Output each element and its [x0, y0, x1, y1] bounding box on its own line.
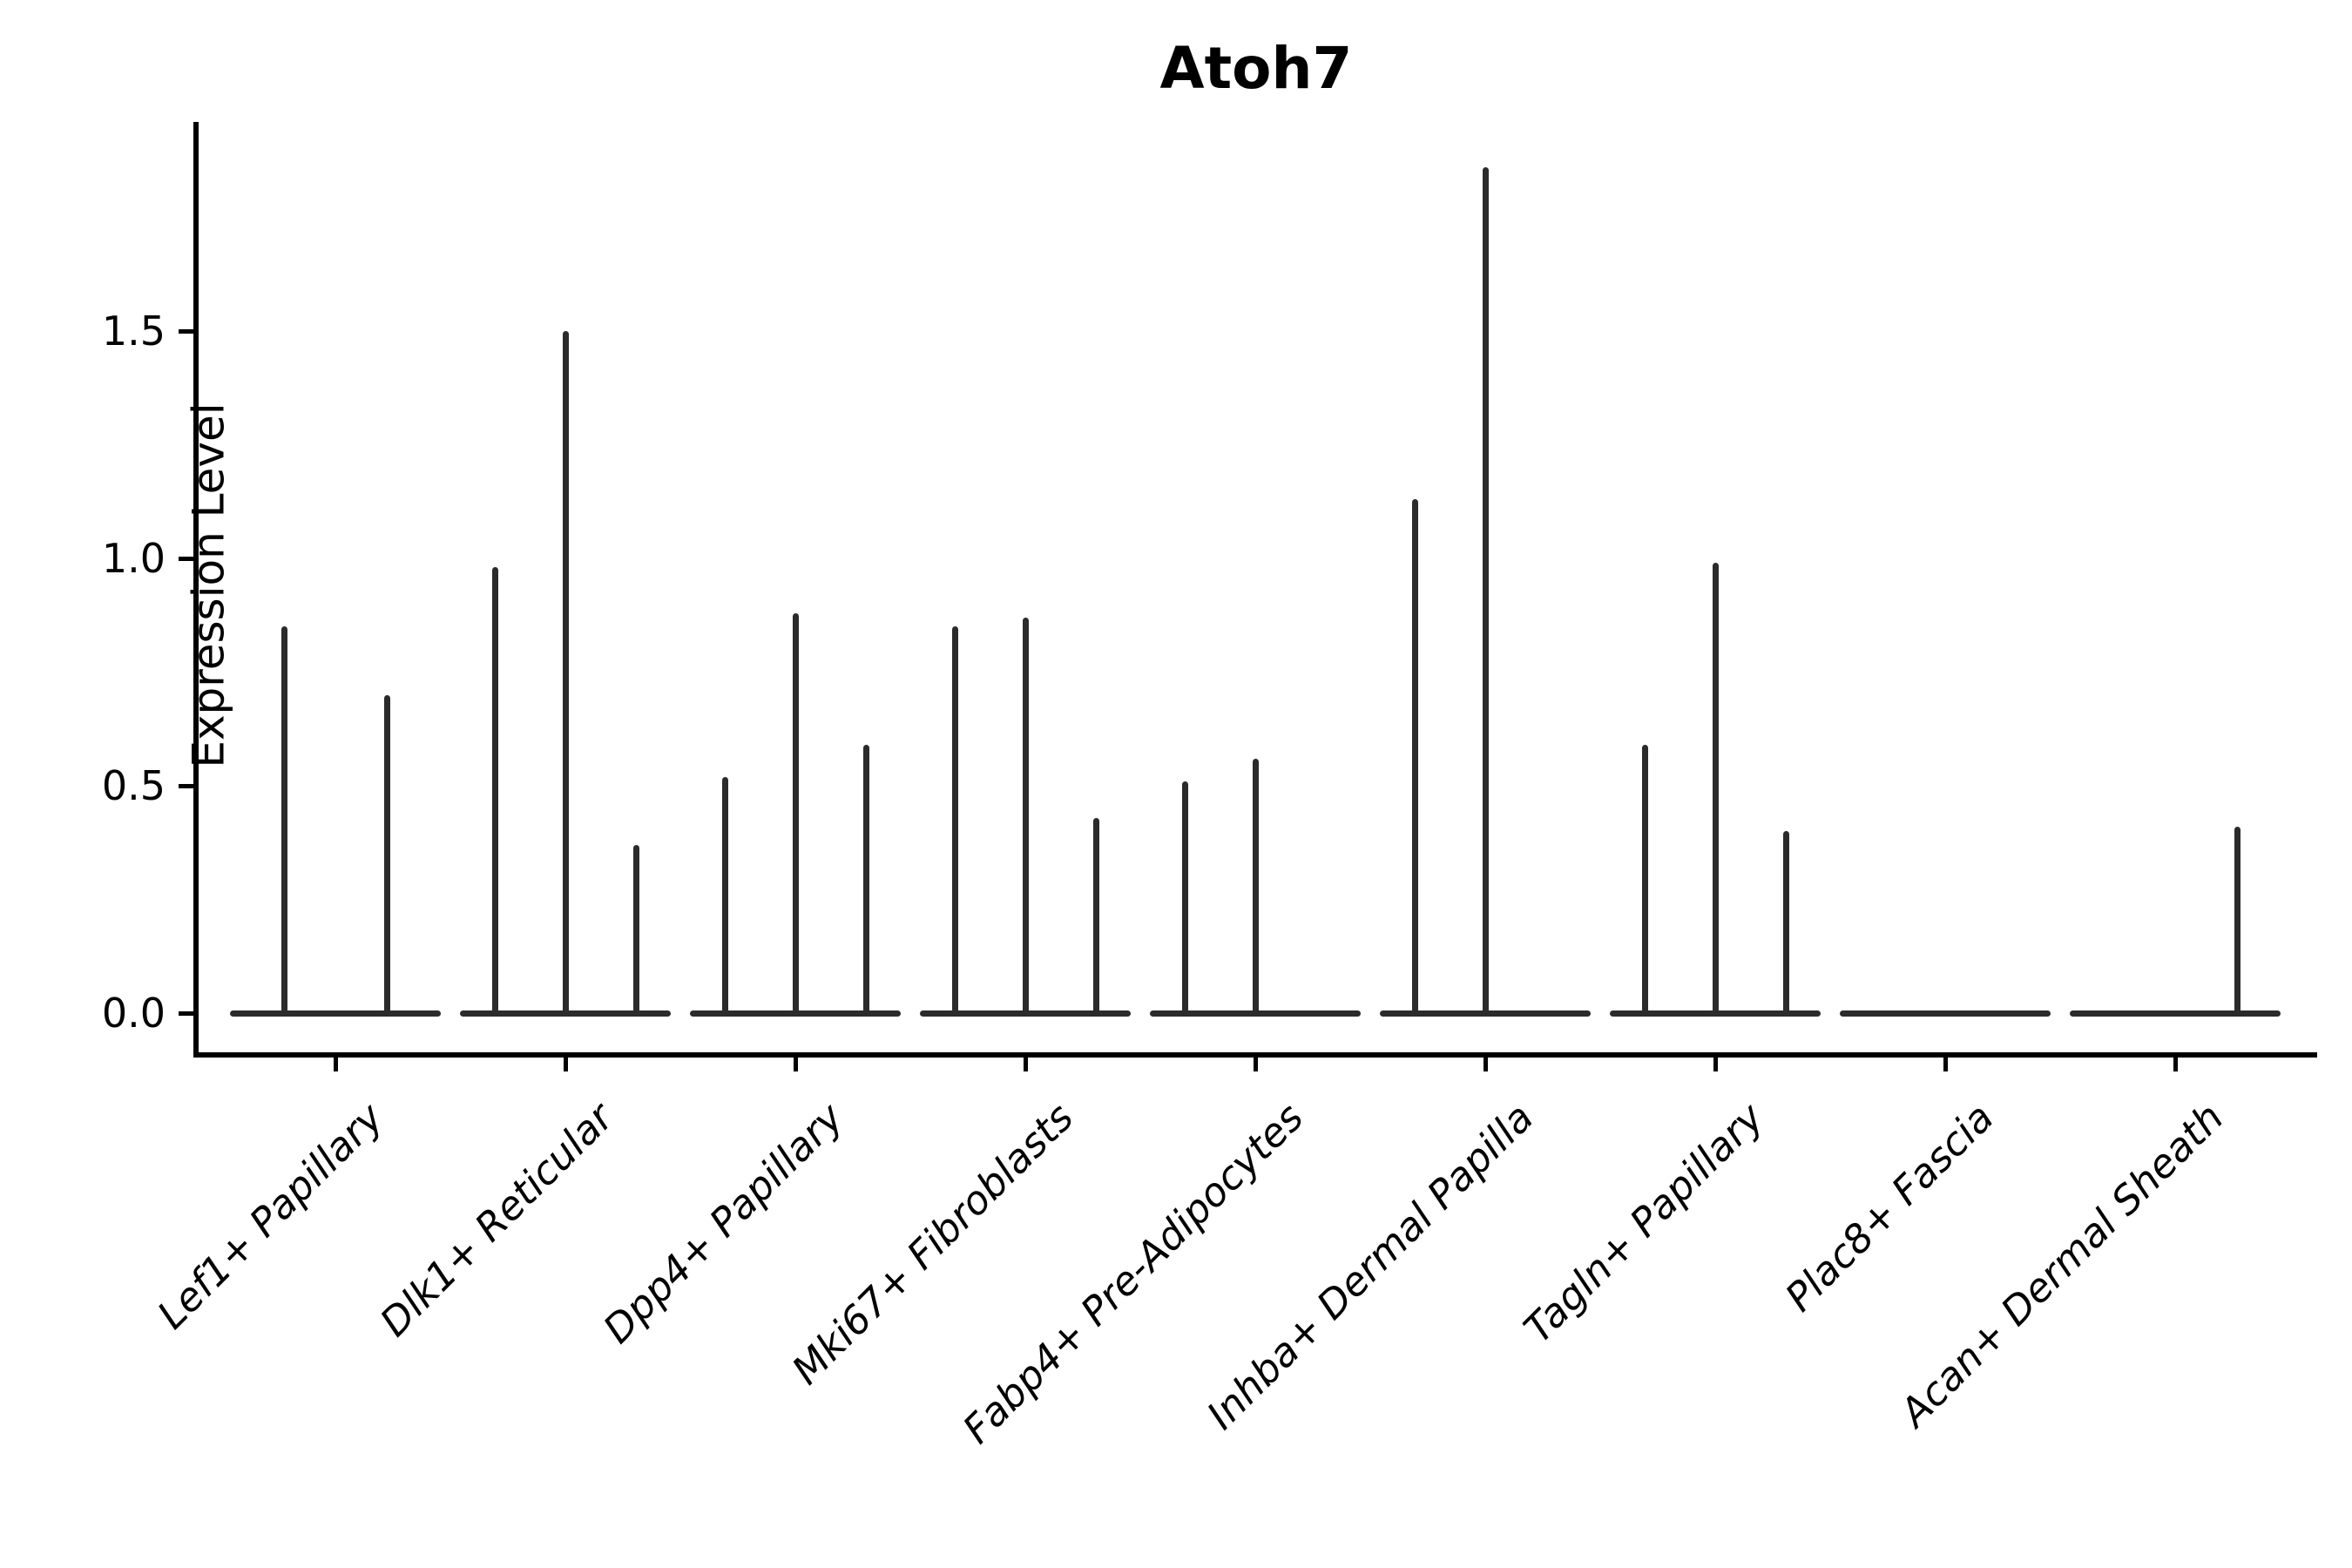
y-tick-mark [179, 556, 196, 561]
violin-needle [1252, 758, 1259, 1013]
violin-needle [792, 612, 799, 1013]
violin-needle [562, 331, 569, 1013]
violin-needle [721, 776, 728, 1013]
violin-needle [1092, 817, 1099, 1013]
y-axis-label: Expression Level [183, 402, 234, 768]
violin-zero-baseline [690, 1010, 901, 1017]
x-tick-label: Tagln+ Papillary [1514, 1094, 1773, 1352]
y-tick-label: 0.5 [101, 762, 166, 809]
x-tick-label: Plac8+ Fascia [1775, 1094, 2003, 1321]
violin-zero-baseline [1610, 1010, 1821, 1017]
violin-zero-baseline [1150, 1010, 1361, 1017]
x-tick-mark [563, 1054, 568, 1071]
violin-zero-baseline [920, 1010, 1131, 1017]
violin-needle [1022, 617, 1029, 1013]
violin-needle [491, 567, 498, 1013]
violin-needle [862, 745, 869, 1013]
y-tick-label: 1.0 [101, 535, 166, 582]
y-tick-label: 0.0 [101, 990, 166, 1037]
violin-needle [1411, 499, 1418, 1013]
x-tick-mark [2173, 1054, 2178, 1071]
violin-zero-baseline [460, 1010, 671, 1017]
chart-title: Atoh7 [1159, 35, 1353, 102]
y-tick-mark [179, 783, 196, 788]
x-tick-mark [793, 1054, 798, 1071]
y-axis-spine [193, 122, 199, 1058]
violin-needle [1482, 167, 1489, 1013]
violin-needle [1641, 745, 1648, 1013]
violin-needle [951, 626, 958, 1013]
violin-needle [632, 844, 639, 1013]
y-tick-mark [179, 1010, 196, 1016]
x-tick-label: Dlk1+ Reticular [371, 1094, 623, 1346]
x-tick-mark [1713, 1054, 1718, 1071]
y-tick-label: 1.5 [101, 308, 166, 355]
x-tick-mark [1253, 1054, 1258, 1071]
violin-needle [1712, 563, 1719, 1013]
violin-needle [2234, 826, 2240, 1013]
violin-zero-baseline [230, 1010, 441, 1017]
x-tick-label: Dpp4+ Papillary [594, 1094, 853, 1353]
violin-needle [383, 694, 390, 1013]
violin-zero-baseline [2070, 1010, 2281, 1017]
violin-needle [1782, 831, 1789, 1013]
violin-needle [1181, 781, 1188, 1013]
x-tick-label: Lef1+ Papillary [148, 1094, 393, 1338]
violin-zero-baseline [1380, 1010, 1591, 1017]
x-tick-mark [1483, 1054, 1488, 1071]
x-tick-mark [1943, 1054, 1948, 1071]
y-tick-mark [179, 328, 196, 334]
violin-zero-baseline [1840, 1010, 2051, 1017]
x-tick-mark [333, 1054, 338, 1071]
violin-needle [280, 626, 287, 1013]
x-tick-mark [1023, 1054, 1028, 1071]
